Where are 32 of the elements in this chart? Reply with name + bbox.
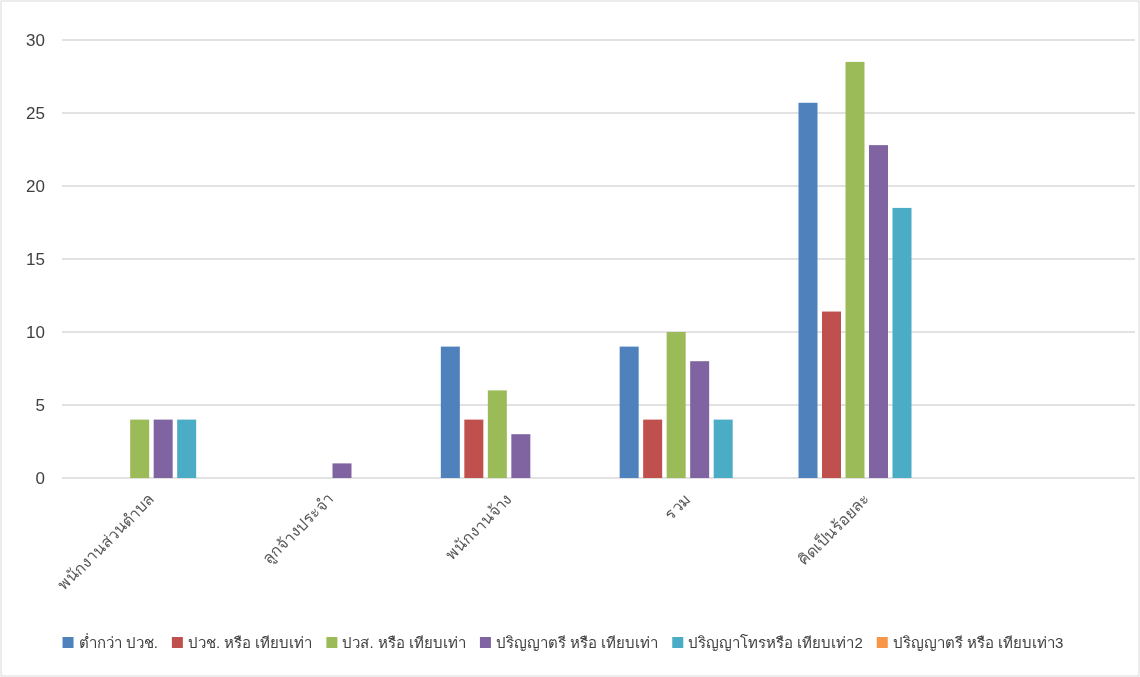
bar [487, 390, 507, 478]
bar [130, 419, 150, 478]
legend-label: ต่ำกว่า ปวช. [78, 632, 158, 651]
bar [332, 463, 352, 478]
bar [690, 361, 710, 478]
y-tick-label: 10 [26, 323, 45, 342]
bar [153, 419, 173, 478]
bar [643, 419, 663, 478]
bar [666, 332, 686, 478]
x-tick-label: รวม [661, 490, 695, 523]
bar [511, 434, 531, 478]
y-tick-label: 30 [26, 31, 45, 50]
legend-label: ปริญญาตรี หรือ เทียบเท่า [495, 634, 659, 651]
y-tick-label: 5 [35, 396, 45, 415]
bar [869, 145, 888, 478]
bar [822, 311, 841, 478]
y-tick-label: 25 [26, 104, 45, 123]
bar [464, 419, 484, 478]
legend-label: ปริญญาโทรหรือ เทียบเท่า2 [688, 634, 863, 651]
bar [619, 346, 639, 478]
bar [798, 102, 818, 478]
bar [713, 419, 733, 478]
legend-label: ปวช. หรือ เทียบเท่า [187, 634, 313, 651]
y-tick-label: 20 [26, 177, 45, 196]
y-tick-label: 15 [26, 250, 45, 269]
bar [177, 419, 197, 478]
bar [892, 207, 912, 478]
y-tick-label: 0 [35, 469, 45, 488]
legend-label: ปวส. หรือ เทียบเท่า [342, 634, 466, 651]
bar [440, 346, 460, 478]
bar [845, 61, 865, 478]
legend-label: ปริญญาตรี หรือ เทียบเท่า3 [892, 634, 1064, 651]
